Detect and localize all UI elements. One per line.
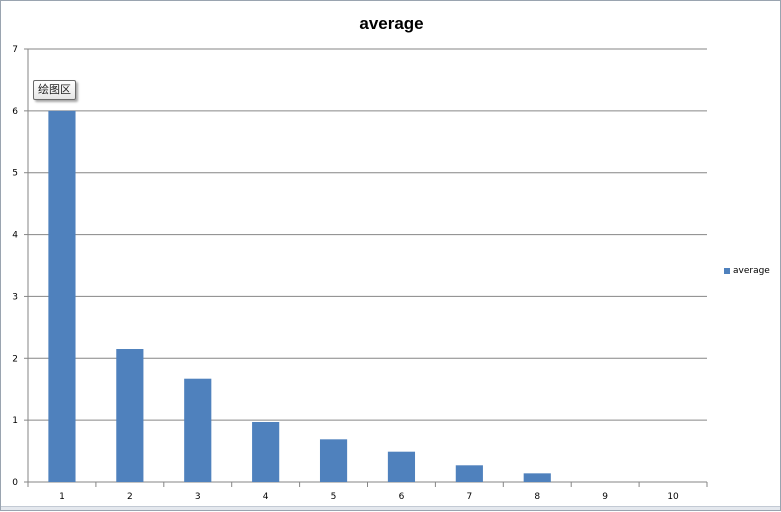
y-tick-label: 1 <box>12 416 18 426</box>
horizontal-scrollbar[interactable] <box>1 506 780 510</box>
x-tick-label: 1 <box>59 492 65 502</box>
plot-area-tooltip: 绘图区 <box>33 80 76 100</box>
y-tick-label: 2 <box>12 354 18 364</box>
bar-5 <box>319 439 348 482</box>
x-tick-label: 7 <box>466 492 472 502</box>
bar-4 <box>252 421 280 482</box>
x-tick-label: 8 <box>534 492 540 502</box>
bar-8 <box>523 473 551 482</box>
bar-1 <box>48 110 76 482</box>
x-tick-label: 6 <box>399 492 405 502</box>
y-tick-label: 0 <box>12 478 18 488</box>
x-tick-label: 2 <box>127 492 133 502</box>
bar-3 <box>184 378 212 482</box>
y-tick-label: 6 <box>12 107 18 117</box>
y-tick-label: 3 <box>12 292 18 302</box>
legend-label: average <box>733 266 770 276</box>
bar-6 <box>387 451 416 482</box>
y-tick-label: 4 <box>12 231 18 241</box>
x-tick-label: 9 <box>602 492 608 502</box>
x-tick-label: 5 <box>331 492 337 502</box>
x-tick-label: 4 <box>263 492 269 502</box>
bar-7 <box>455 465 483 482</box>
legend[interactable]: average <box>724 266 770 276</box>
y-tick-label: 5 <box>12 169 18 179</box>
x-tick-label: 3 <box>195 492 201 502</box>
y-tick-label: 7 <box>12 45 18 55</box>
bar-2 <box>116 349 144 482</box>
x-tick-label: 10 <box>667 492 679 502</box>
chart-title[interactable]: average <box>359 14 424 33</box>
legend-swatch <box>724 268 730 274</box>
